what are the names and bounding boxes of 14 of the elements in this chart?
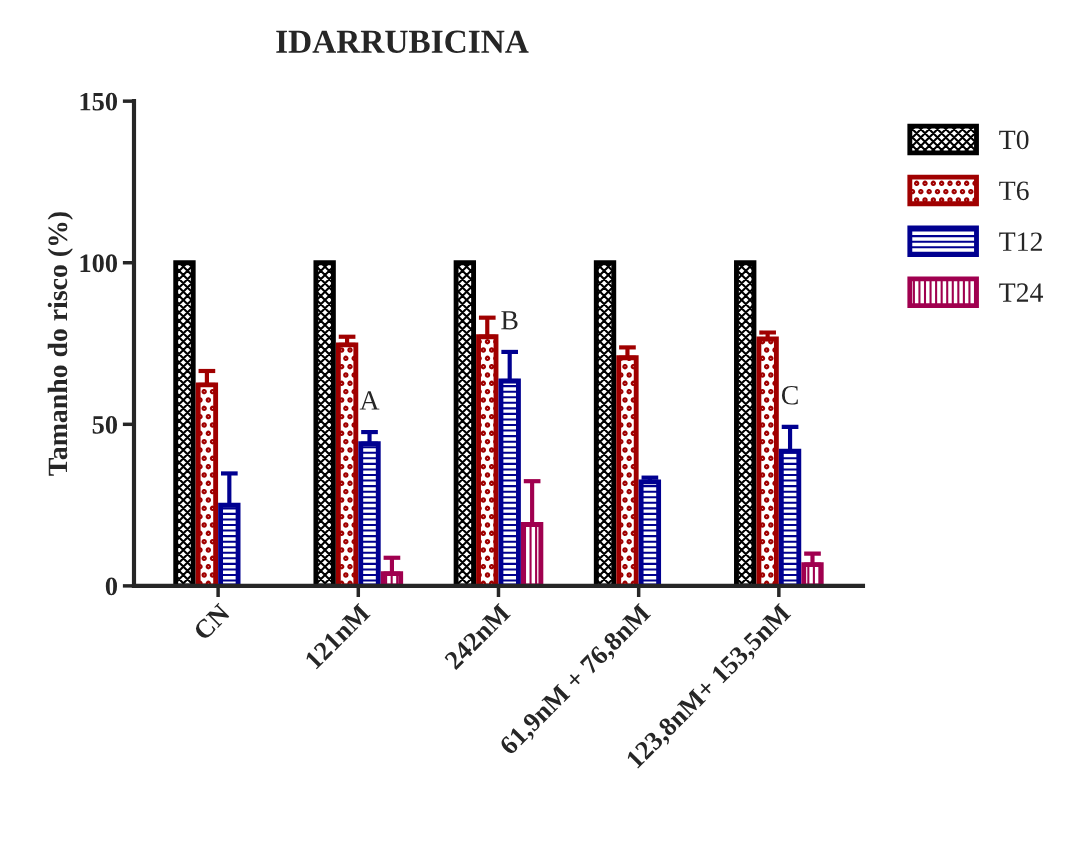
chart-title: IDARRUBICINA	[276, 30, 529, 53]
x-tick-label: CN	[192, 602, 231, 642]
y-axis-title: Tamanho do risco (%)	[47, 212, 73, 476]
annotation: A	[359, 391, 380, 410]
y-tick-label: 150	[80, 92, 118, 111]
legend-label: T12	[999, 232, 1042, 251]
y-tick-label: 50	[92, 415, 118, 434]
legend-label: T6	[999, 181, 1029, 201]
legend-label: T0	[999, 130, 1029, 150]
annotation: C	[781, 385, 798, 405]
annotation: B	[501, 311, 518, 330]
legend-label: T24	[999, 283, 1044, 302]
y-tick-label: 0	[105, 577, 118, 596]
y-tick-label: 100	[80, 254, 118, 273]
